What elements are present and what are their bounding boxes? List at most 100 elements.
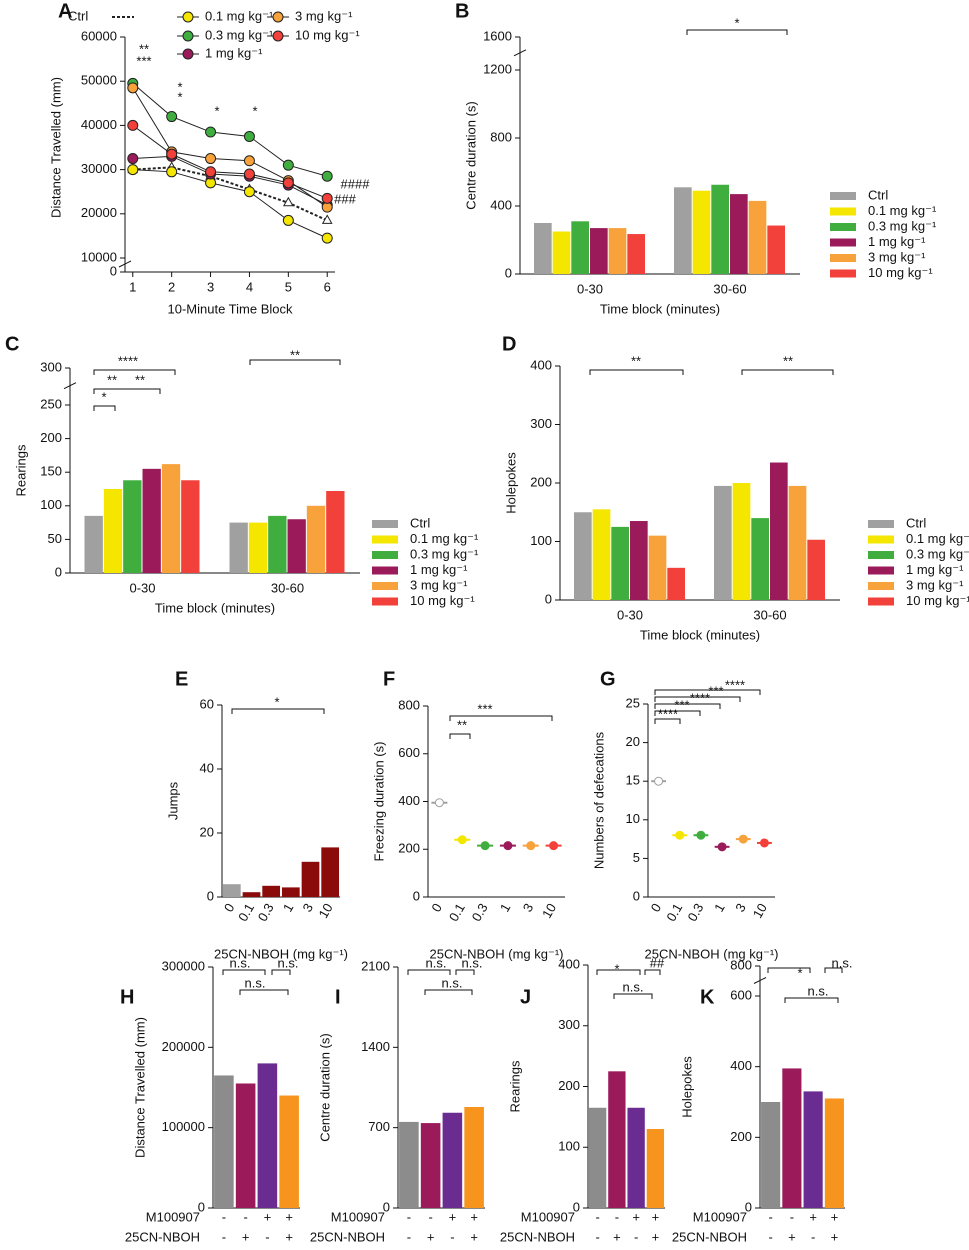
sig-bracket bbox=[249, 359, 341, 365]
sig-bracket bbox=[644, 969, 661, 975]
point bbox=[127, 153, 139, 165]
y-tick-label: 20 bbox=[200, 824, 214, 839]
bar bbox=[257, 1063, 278, 1208]
treatment-sign: - bbox=[634, 1229, 638, 1244]
legend-label: 3 mg kg⁻¹ bbox=[410, 577, 468, 592]
bar bbox=[262, 885, 281, 897]
bar bbox=[142, 468, 161, 573]
y-tick-label: 300000 bbox=[162, 958, 205, 973]
x-axis-label: 10-Minute Time Block bbox=[168, 301, 293, 316]
legend-swatch bbox=[868, 551, 894, 559]
panel-label: J bbox=[520, 986, 531, 1008]
y-tick-label: 0 bbox=[383, 1199, 390, 1214]
legend-label: 1 mg kg⁻¹ bbox=[410, 562, 468, 577]
axis-break bbox=[753, 977, 767, 984]
y-tick-label: 800 bbox=[490, 129, 512, 144]
bar bbox=[788, 485, 807, 600]
y-tick-label: 40 bbox=[200, 760, 214, 775]
y-tick-label: 200000 bbox=[162, 1039, 205, 1054]
sig-bracket bbox=[239, 989, 289, 995]
x-tick-label: 10 bbox=[539, 901, 559, 921]
x-axis-label: 25CN-NBOH (mg kg⁻¹) bbox=[645, 946, 779, 961]
y-tick-label: 250 bbox=[40, 396, 62, 411]
treatment-sign: - bbox=[428, 1209, 432, 1224]
y-tick-label: 0 bbox=[573, 1199, 580, 1214]
significance: * bbox=[797, 965, 802, 980]
legend-swatch bbox=[372, 582, 398, 590]
bar bbox=[306, 505, 326, 573]
axis-break bbox=[513, 49, 527, 57]
x-tick-label: 0.1 bbox=[663, 901, 685, 924]
y-tick-label: 1400 bbox=[361, 1039, 390, 1054]
bar bbox=[242, 892, 261, 897]
x-tick-label: 0.3 bbox=[255, 901, 277, 924]
significance: * bbox=[274, 694, 279, 709]
treatment-sign: + bbox=[449, 1209, 457, 1224]
panel-label: D bbox=[502, 333, 516, 355]
bar bbox=[279, 1095, 299, 1208]
y-tick-label: 30000 bbox=[81, 161, 117, 176]
y-tick-label: 600 bbox=[730, 987, 752, 1002]
y-tick-label: 20000 bbox=[81, 205, 117, 220]
bar bbox=[711, 184, 729, 274]
sig-bracket bbox=[767, 967, 811, 973]
legend-label: 0.3 mg kg⁻¹ bbox=[868, 218, 937, 233]
bar bbox=[611, 526, 629, 600]
bar bbox=[281, 887, 300, 897]
point bbox=[321, 192, 333, 204]
significance: **** bbox=[690, 690, 710, 705]
panel-label: F bbox=[383, 668, 395, 690]
significance: ** bbox=[107, 372, 117, 387]
legend-swatch bbox=[830, 238, 856, 247]
legend-label: 1 mg kg⁻¹ bbox=[906, 562, 964, 577]
y-tick-label: 200 bbox=[530, 474, 552, 489]
significance: n.s. bbox=[426, 955, 447, 970]
series-line bbox=[132, 166, 328, 222]
y-tick-label: 15 bbox=[626, 773, 640, 788]
bar bbox=[627, 1107, 645, 1208]
point bbox=[243, 155, 255, 167]
significance: ### bbox=[334, 191, 356, 206]
treatment-sign: - bbox=[768, 1209, 772, 1224]
x-tick-label: 6 bbox=[324, 279, 331, 294]
significance: n.s. bbox=[442, 975, 463, 990]
y-tick-label: 50 bbox=[48, 531, 62, 546]
y-tick-label: 20 bbox=[626, 734, 640, 749]
x-tick-label: 0 bbox=[221, 901, 238, 915]
treatment-label: 25CN-NBOH bbox=[310, 1229, 385, 1244]
treatment-sign: + bbox=[652, 1229, 660, 1244]
bar bbox=[321, 847, 340, 897]
y-tick-label: 600 bbox=[398, 745, 420, 760]
y-tick-label: 400 bbox=[490, 197, 512, 212]
legend-label: 1 mg kg⁻¹ bbox=[205, 45, 263, 60]
significance: n.s. bbox=[462, 955, 483, 970]
y-tick-label: 400 bbox=[398, 793, 420, 808]
legend-label: Ctrl bbox=[906, 515, 926, 530]
point bbox=[205, 153, 217, 165]
y-tick-label: 50000 bbox=[81, 73, 117, 88]
significance: ** bbox=[135, 372, 145, 387]
bar bbox=[420, 1123, 441, 1208]
x-tick-label: 30-60 bbox=[271, 580, 304, 595]
bar bbox=[590, 228, 608, 274]
treatment-sign: - bbox=[768, 1229, 772, 1244]
x-tick-label: 3 bbox=[732, 901, 749, 915]
bar bbox=[646, 1129, 665, 1208]
panel-label: K bbox=[700, 986, 715, 1008]
sig-bracket bbox=[93, 405, 116, 411]
treatment-sign: - bbox=[222, 1209, 226, 1224]
treatment-label: M100907 bbox=[146, 1209, 200, 1224]
point bbox=[675, 830, 685, 840]
significance: n.s. bbox=[832, 955, 853, 970]
panel-h: H 0 100000 200000 300000 Distance Travelled (… bbox=[120, 955, 300, 1244]
bar bbox=[803, 1091, 823, 1208]
y-tick-label: 10 bbox=[626, 811, 640, 826]
treatment-sign: - bbox=[265, 1229, 269, 1244]
legend-swatch bbox=[868, 597, 894, 606]
sig-bracket bbox=[741, 369, 834, 375]
y-tick-label: 60 bbox=[200, 696, 214, 711]
x-tick-label: 0 bbox=[428, 901, 445, 915]
y-axis-label: Numbers of defecations bbox=[591, 731, 606, 869]
treatment-sign: - bbox=[243, 1209, 247, 1224]
